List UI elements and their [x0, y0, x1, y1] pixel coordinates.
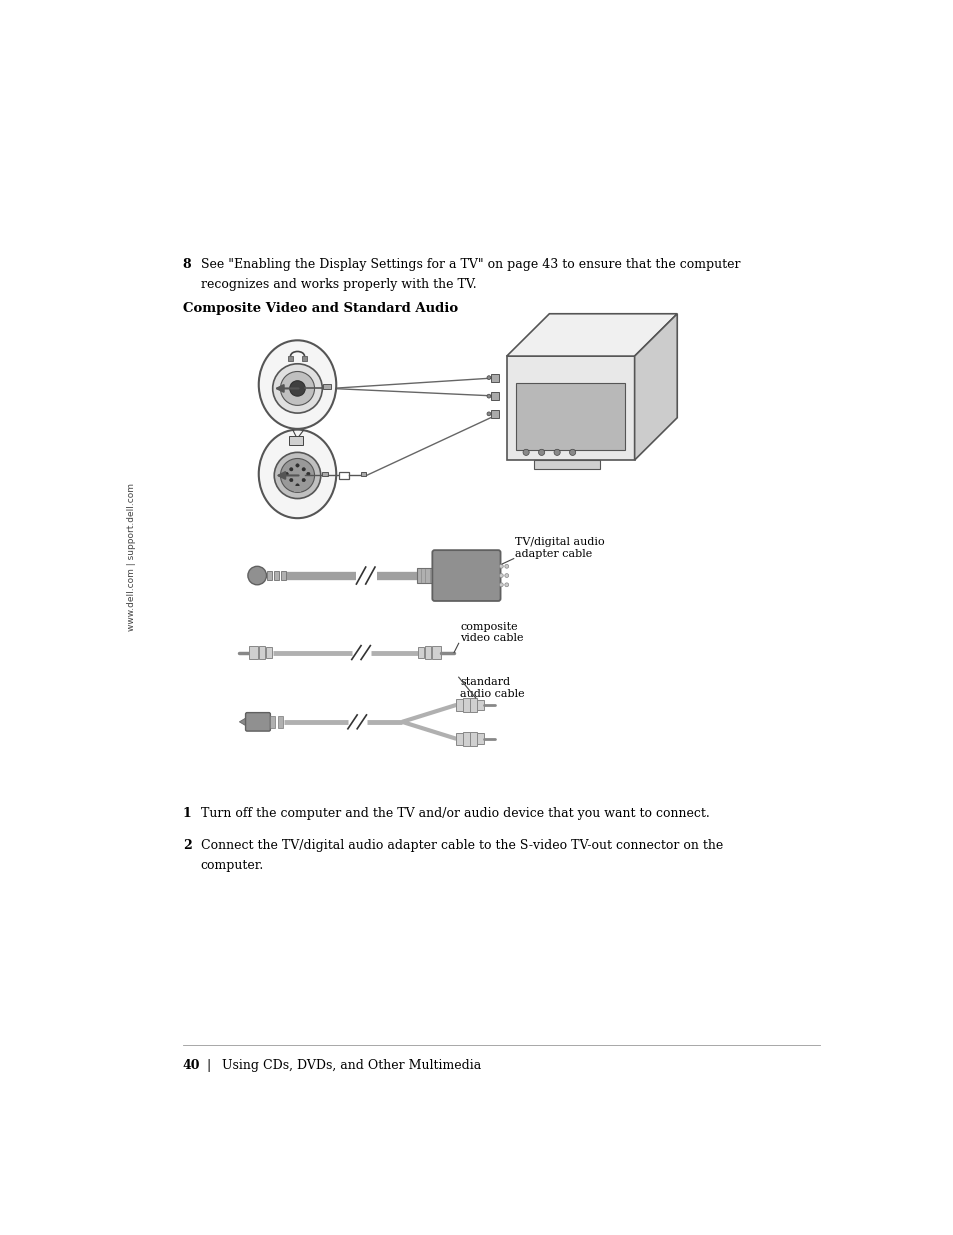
FancyBboxPatch shape [516, 383, 624, 450]
FancyBboxPatch shape [463, 732, 470, 746]
Circle shape [280, 372, 314, 405]
Ellipse shape [258, 341, 335, 429]
FancyBboxPatch shape [281, 571, 286, 580]
Circle shape [569, 450, 575, 456]
Text: www.dell.com | support.dell.com: www.dell.com | support.dell.com [127, 483, 136, 631]
FancyBboxPatch shape [470, 732, 476, 746]
Circle shape [290, 468, 293, 471]
FancyBboxPatch shape [491, 374, 498, 382]
FancyBboxPatch shape [432, 550, 500, 601]
Text: standard
audio cable: standard audio cable [459, 677, 524, 699]
FancyBboxPatch shape [456, 732, 463, 745]
Text: Turn off the computer and the TV and/or audio device that you want to connect.: Turn off the computer and the TV and/or … [200, 806, 709, 820]
Circle shape [486, 394, 491, 398]
FancyBboxPatch shape [424, 646, 431, 658]
Circle shape [504, 583, 508, 587]
FancyBboxPatch shape [274, 571, 278, 580]
FancyBboxPatch shape [431, 646, 440, 659]
Circle shape [498, 573, 503, 578]
FancyBboxPatch shape [491, 393, 498, 400]
Circle shape [306, 472, 310, 475]
Circle shape [273, 364, 322, 412]
FancyBboxPatch shape [266, 647, 272, 658]
Circle shape [498, 564, 503, 568]
Text: Connect the TV/digital audio adapter cable to the S-video TV-out connector on th: Connect the TV/digital audio adapter cab… [200, 839, 722, 852]
Text: 8: 8 [183, 258, 192, 270]
Text: Composite Video and Standard Audio: Composite Video and Standard Audio [183, 303, 457, 315]
Circle shape [486, 375, 491, 379]
Circle shape [274, 452, 320, 499]
FancyBboxPatch shape [289, 436, 303, 446]
Circle shape [504, 564, 508, 568]
Text: 1: 1 [183, 806, 192, 820]
Circle shape [290, 380, 305, 396]
Circle shape [285, 472, 288, 475]
FancyBboxPatch shape [322, 472, 328, 475]
Text: 40: 40 [183, 1060, 200, 1072]
FancyBboxPatch shape [456, 699, 463, 711]
Circle shape [248, 567, 266, 585]
Polygon shape [534, 461, 599, 469]
Circle shape [295, 484, 299, 487]
Circle shape [537, 450, 544, 456]
Circle shape [295, 464, 299, 467]
FancyBboxPatch shape [267, 571, 272, 580]
Text: TV/digital audio
adapter cable: TV/digital audio adapter cable [515, 537, 604, 558]
Circle shape [554, 450, 559, 456]
Circle shape [486, 412, 491, 416]
FancyBboxPatch shape [302, 356, 307, 361]
FancyBboxPatch shape [360, 472, 366, 475]
FancyBboxPatch shape [249, 646, 257, 659]
FancyBboxPatch shape [270, 716, 274, 727]
FancyBboxPatch shape [294, 487, 300, 493]
Text: composite
video cable: composite video cable [459, 621, 523, 643]
Polygon shape [239, 718, 247, 726]
FancyBboxPatch shape [476, 699, 484, 710]
FancyBboxPatch shape [258, 646, 265, 658]
FancyBboxPatch shape [278, 716, 282, 727]
FancyBboxPatch shape [491, 410, 498, 417]
Ellipse shape [258, 430, 335, 519]
Text: 2: 2 [183, 839, 192, 852]
FancyBboxPatch shape [470, 698, 476, 711]
Circle shape [302, 468, 305, 471]
FancyBboxPatch shape [417, 647, 423, 658]
Circle shape [504, 573, 508, 578]
FancyBboxPatch shape [339, 472, 348, 479]
Circle shape [280, 458, 314, 493]
Text: computer.: computer. [200, 858, 264, 872]
FancyBboxPatch shape [463, 698, 470, 711]
FancyBboxPatch shape [245, 713, 270, 731]
FancyBboxPatch shape [323, 384, 331, 389]
Text: |: | [206, 1060, 210, 1072]
Circle shape [498, 583, 503, 587]
Polygon shape [634, 314, 677, 461]
Text: recognizes and works properly with the TV.: recognizes and works properly with the T… [200, 278, 476, 290]
Circle shape [302, 478, 305, 482]
FancyBboxPatch shape [416, 568, 435, 583]
Text: See "Enabling the Display Settings for a TV" on page 43 to ensure that the compu: See "Enabling the Display Settings for a… [200, 258, 740, 270]
FancyBboxPatch shape [476, 734, 484, 745]
Text: Using CDs, DVDs, and Other Multimedia: Using CDs, DVDs, and Other Multimedia [221, 1060, 480, 1072]
Polygon shape [506, 314, 677, 356]
FancyBboxPatch shape [288, 356, 293, 361]
Circle shape [290, 478, 293, 482]
FancyBboxPatch shape [506, 356, 634, 461]
Circle shape [522, 450, 529, 456]
